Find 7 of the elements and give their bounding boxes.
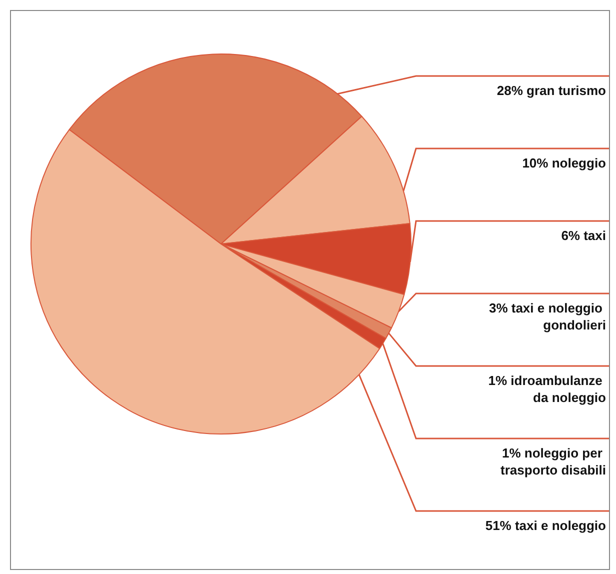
slice-label: 6% taxi	[561, 228, 606, 243]
slice-label: 28% gran turismo	[496, 83, 606, 98]
slice-label: 1% noleggio per trasporto disabili	[500, 446, 606, 478]
slice-label: 3% taxi e noleggio gondolieri	[488, 300, 606, 332]
slice-label: 51% taxi e noleggio	[485, 518, 606, 533]
slice-label: 10% noleggio	[522, 156, 606, 170]
slice-label: 1% idroambulanze da noleggio	[488, 373, 606, 405]
